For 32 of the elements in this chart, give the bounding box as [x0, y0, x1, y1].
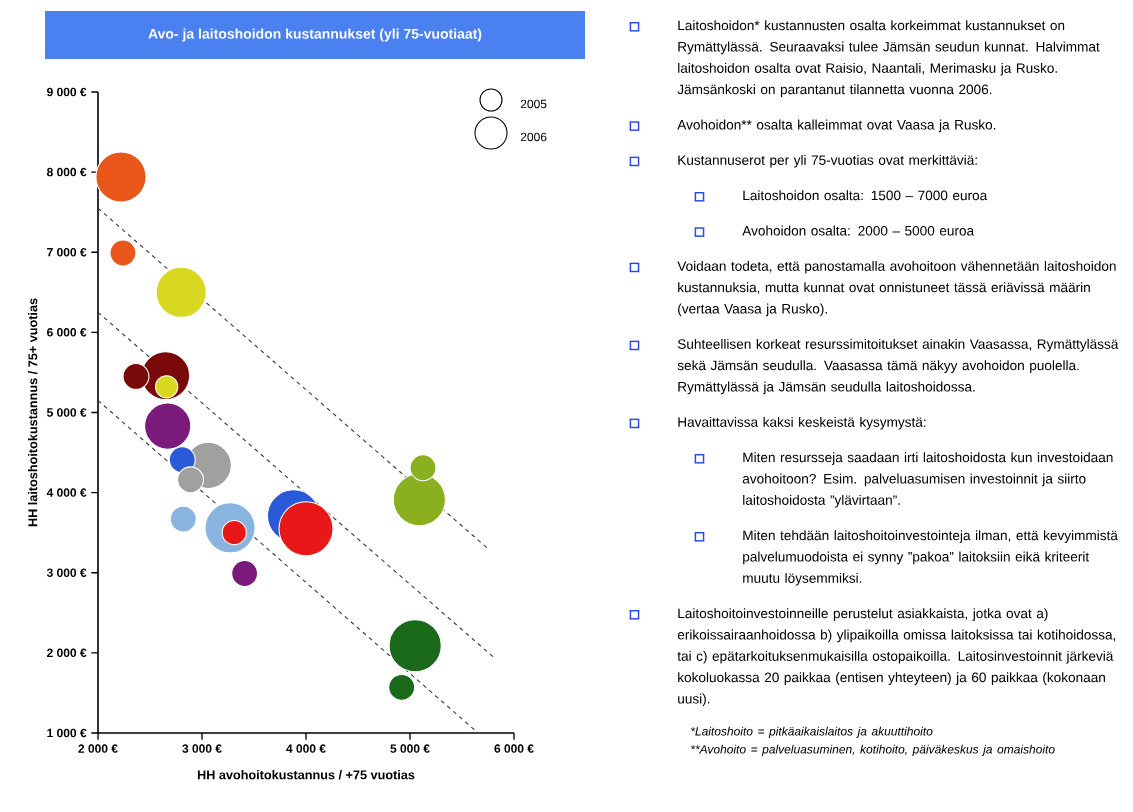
y-tick-label: 7 000 €: [47, 247, 87, 257]
x-axis-title: HH avohoitokustannus / +75 vuotias: [197, 770, 415, 780]
text: Avohoidon** osalta kalleimmat ovat Vaasa ja Rusko.: [677, 119, 996, 133]
text: Laitoshoitoinvestoinneille perustelut asiakkaista, jotka ovat a) erikoissairaanhoidossa b) ylipaikoilla omissa laitoksissa tai kotihoidossa, tai c) epätarkoituksenmukaisilla ostopaikoilla. Laitosinvestoinnit järkeviä kokoluokassa 20 paikkaa (entisen yhteyteen) ja 60 paikkaa (kokonaan uusi).: [677, 608, 1116, 707]
y-tick-label: 2 000 €: [47, 648, 87, 658]
chart-title: Avo- ja laitoshoidon kustannukset (yli 75-vuotiaat): [148, 28, 482, 42]
y-tick-label: 8 000 €: [46, 167, 87, 177]
y-tick-label: 6 000 €: [47, 328, 87, 337]
text: Miten tehdään laitoshoitoinvestointeja ilman, että kevyimmistä palvelumuodoista ei synny ”pakoa” laitoksiin eikä kriteerit muutu löysemmiksi.: [743, 530, 1118, 586]
x-tick-label: 6 000 €: [494, 744, 534, 753]
y-tick-label: 4 000 €: [46, 488, 87, 497]
text: **Avohoito = palveluasuminen, kotihoito, päiväkeskus ja omaishoito: [690, 744, 1055, 756]
text: 2005: [520, 99, 547, 109]
text: 2006: [520, 132, 547, 142]
x-tick-label: 5 000 €: [390, 744, 430, 753]
y-tick-label: 3 000 €: [46, 568, 87, 577]
y-axis-title: HH laitoshoitokustannus / 75+ vuotias: [28, 298, 38, 527]
text: Miten resursseja saadaan irti laitoshoidosta kun investoidaan avohoitoon? Esim. palveluasumisen investoinnit ja siirto laitoshoidosta ”ylävirtaan”.: [742, 452, 1113, 508]
text: Laitoshoidon* kustannusten osalta korkeimmat kustannukset on Rymättylässä. Seuraavaksi tulee Jämsän seudun kunnat. Halvimmat laitoshoidon osalta ovat Raisio, Naantali, Merimasku ja Rusko. Jämsänkoski on parantanut tilannetta vuonna 2006.: [677, 20, 1100, 97]
text: Voidaan todeta, että panostamalla avohoitoon vähennetään laitoshoidon kustannuksia, mutta kunnat ovat onnistuneet tässä eriävissä määrin (vertaa Vaasa ja Rusko).: [677, 260, 1116, 317]
text: Kustannuserot per yli 75-vuotias ovat merkittäviä:: [678, 154, 977, 168]
text: Suhteellisen korkeat resurssimitoitukset ainakin Vaasassa, Rymättylässä sekä Jämsän seudulla. Vaasassa tämä näkyy avohoidon puolella. Rymättylässä ja Jämsän seudulla laitoshoidossa.: [677, 338, 1119, 395]
y-tick-label: 9 000 €: [47, 87, 87, 97]
text: *Laitoshoito = pitkäaikaislaitos ja akuuttihoito: [690, 726, 933, 738]
x-tick-label: 3 000 €: [182, 744, 222, 753]
text: Avohoidon osalta: 2000 – 5000 euroa: [742, 225, 975, 236]
x-tick-label: 4 000 €: [286, 744, 326, 753]
y-tick-label: 5 000 €: [46, 408, 87, 417]
y-tick-label: 1 000 €: [47, 728, 87, 738]
text: Laitoshoidon osalta: 1500 – 7000 euroa: [743, 190, 988, 201]
x-tick-label: 2 000 €: [78, 744, 118, 753]
text: Havaittavissa kaksi keskeistä kysymystä:: [678, 416, 926, 430]
